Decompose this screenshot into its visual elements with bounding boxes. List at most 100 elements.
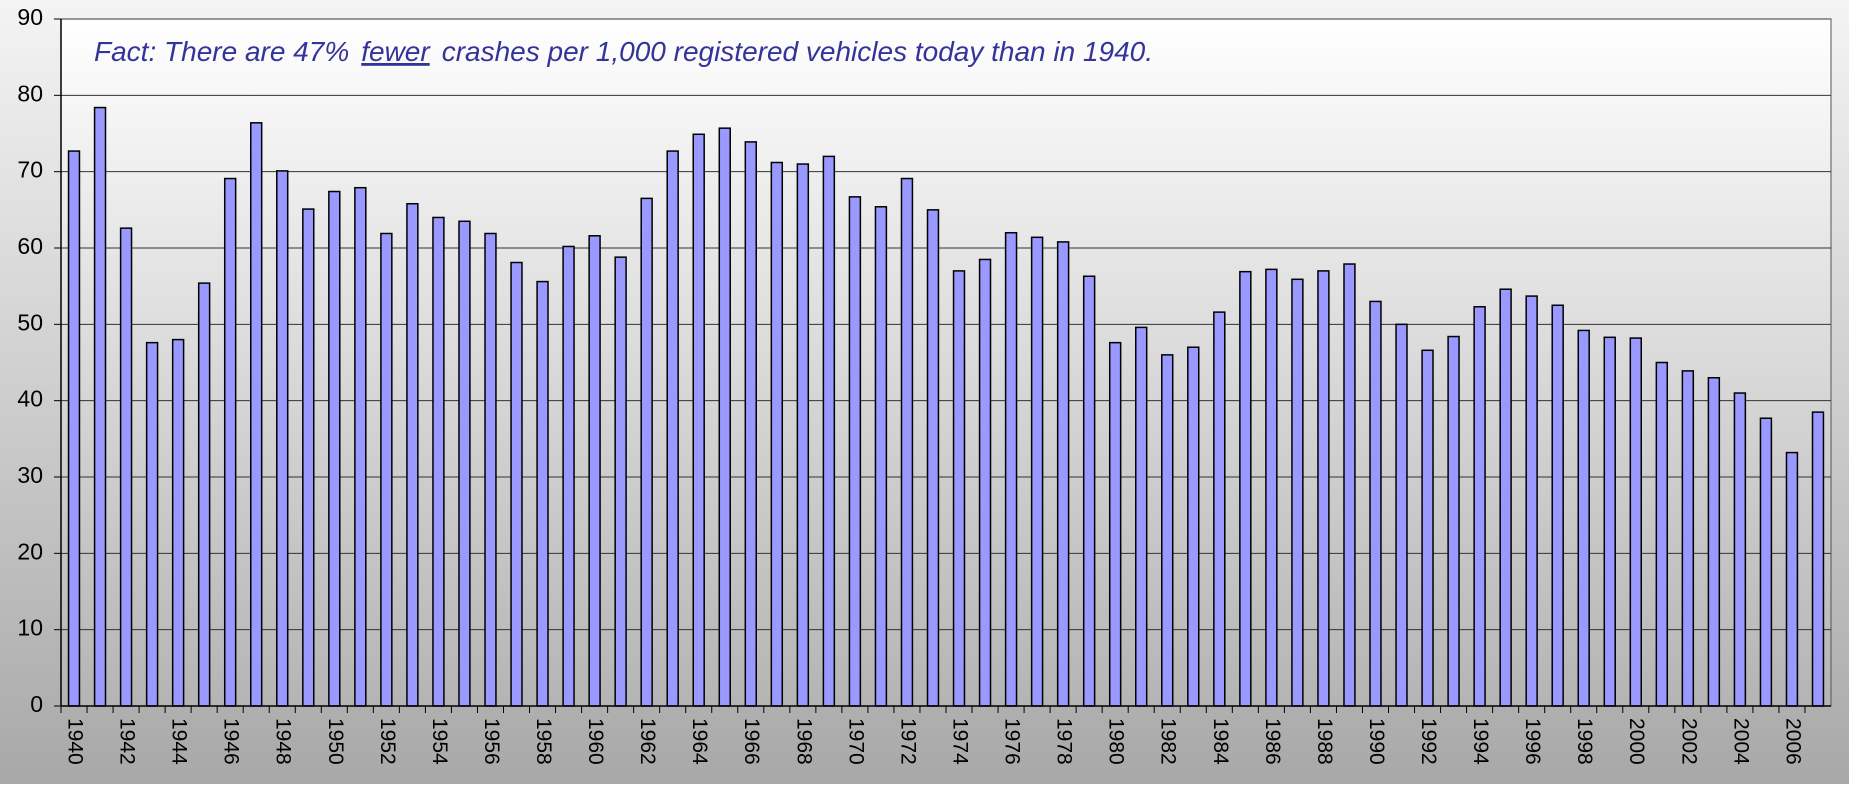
bar xyxy=(145,341,159,707)
y-tick-label: 30 xyxy=(17,462,43,488)
x-tick-label: 1940 xyxy=(63,718,86,765)
bar xyxy=(276,170,289,707)
x-tick-label: 1946 xyxy=(220,718,243,765)
y-tick-label: 80 xyxy=(17,80,43,106)
bar xyxy=(119,227,133,707)
x-tick-label: 1968 xyxy=(792,718,815,765)
bar xyxy=(692,133,705,707)
bar xyxy=(1447,335,1460,707)
x-tick-label: 1944 xyxy=(168,718,191,765)
annotation-emphasis: fewer xyxy=(361,36,431,67)
bar xyxy=(536,280,549,707)
x-tick-label: 1960 xyxy=(584,718,607,765)
x-tick-label: 2000 xyxy=(1625,718,1648,765)
x-tick-label: 1966 xyxy=(740,718,763,765)
x-tick-label: 1972 xyxy=(896,718,919,765)
bar xyxy=(1707,377,1721,707)
x-tick-label: 1956 xyxy=(480,718,503,765)
x-tick-label: 1964 xyxy=(688,718,711,765)
bar xyxy=(1629,337,1642,707)
bar xyxy=(822,155,836,707)
x-tick-label: 1942 xyxy=(116,718,139,765)
x-tick-label: 1952 xyxy=(376,718,399,765)
x-tick-label: 1986 xyxy=(1261,718,1284,765)
bar xyxy=(614,256,627,707)
bar xyxy=(588,235,601,707)
bar xyxy=(1343,263,1356,707)
x-tick-label: 1984 xyxy=(1209,718,1232,765)
bar xyxy=(1525,295,1538,707)
bar xyxy=(432,216,445,707)
x-tick-label: 1950 xyxy=(324,718,347,765)
y-tick-label: 70 xyxy=(17,157,43,183)
x-tick-label: 1958 xyxy=(532,718,555,765)
annotation-part: crashes per 1,000 registered vehicles to… xyxy=(442,36,1153,67)
annotation-part: Fact: There are 47% xyxy=(94,36,349,67)
bar xyxy=(197,282,211,707)
bar xyxy=(380,232,393,707)
bar xyxy=(171,338,185,707)
bar xyxy=(223,177,237,707)
bar xyxy=(978,258,992,707)
bar xyxy=(1603,336,1616,707)
bar xyxy=(562,245,575,707)
y-tick-label: 0 xyxy=(30,691,43,717)
y-tick-label: 50 xyxy=(17,309,43,335)
bar xyxy=(1655,361,1669,707)
y-tick-label: 40 xyxy=(17,386,43,412)
x-tick-label: 2002 xyxy=(1677,718,1700,765)
bar xyxy=(1473,306,1486,707)
y-tick-label: 20 xyxy=(17,538,43,564)
bar xyxy=(874,206,888,707)
bar xyxy=(900,177,914,707)
x-tick-label: 1976 xyxy=(1001,718,1024,765)
bar xyxy=(1291,278,1304,707)
bar xyxy=(1239,270,1252,707)
bar xyxy=(93,106,107,707)
bar xyxy=(718,127,731,707)
bar xyxy=(250,122,263,707)
bar xyxy=(796,163,810,707)
bar xyxy=(744,141,757,707)
x-tick-label: 1990 xyxy=(1365,718,1388,765)
x-tick-label: 1962 xyxy=(636,718,659,765)
bar xyxy=(328,190,341,707)
x-tick-label: 1980 xyxy=(1105,718,1128,765)
bar xyxy=(302,208,315,707)
x-tick-label: 2006 xyxy=(1781,718,1804,765)
bar xyxy=(1785,451,1799,707)
bar xyxy=(952,270,966,707)
bar xyxy=(1421,349,1434,707)
y-tick-label: 90 xyxy=(17,4,43,30)
y-tick-label: 10 xyxy=(17,615,43,641)
x-tick-label: 1998 xyxy=(1573,718,1596,765)
bar xyxy=(1135,326,1148,707)
bar xyxy=(640,197,653,707)
bar xyxy=(1082,275,1096,707)
bar xyxy=(67,150,81,707)
bar xyxy=(1056,241,1070,707)
x-tick-label: 1974 xyxy=(948,718,971,765)
bar xyxy=(1733,392,1747,707)
bar xyxy=(510,261,523,707)
bar xyxy=(1499,288,1512,707)
bar xyxy=(354,186,367,707)
bar xyxy=(926,209,940,707)
x-tick-label: 1994 xyxy=(1469,718,1492,765)
bar xyxy=(1161,354,1174,707)
bar xyxy=(1369,300,1382,707)
x-tick-label: 1996 xyxy=(1521,718,1544,765)
bar xyxy=(1317,270,1330,707)
bar xyxy=(1213,311,1226,707)
x-tick-label: 1992 xyxy=(1417,718,1440,765)
x-tick-label: 2004 xyxy=(1729,718,1752,765)
bar xyxy=(1265,268,1278,707)
bar xyxy=(1030,236,1044,707)
bar xyxy=(1395,323,1408,707)
plot-area xyxy=(60,18,1832,707)
bar xyxy=(1551,304,1564,707)
bar xyxy=(1759,417,1773,707)
bar xyxy=(406,202,419,707)
bar xyxy=(770,161,784,707)
